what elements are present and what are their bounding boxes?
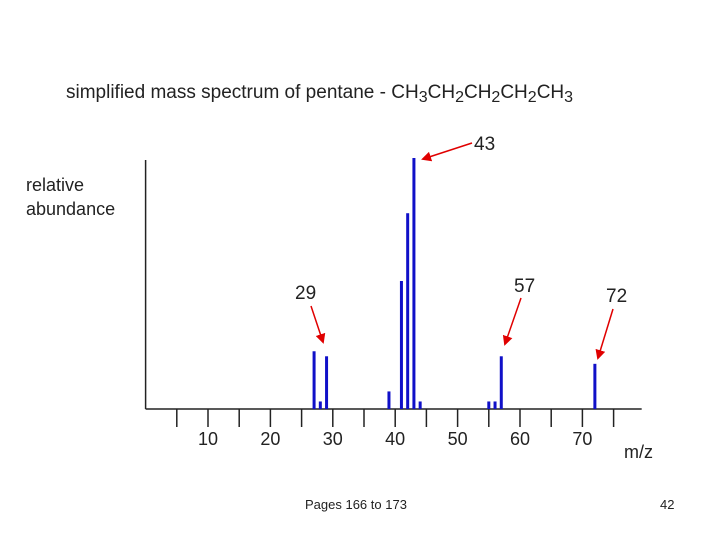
peak-annotation: 43 — [474, 134, 495, 155]
x-tick-label: 60 — [510, 429, 530, 449]
peak — [387, 391, 391, 409]
peak — [312, 351, 316, 409]
peak — [406, 213, 410, 409]
peak — [412, 158, 416, 409]
peak — [325, 356, 329, 409]
footer-text: Pages 166 to 173 — [305, 497, 407, 512]
peak — [318, 401, 322, 409]
annotation-arrow — [502, 297, 522, 346]
x-tick-label: 20 — [260, 429, 280, 449]
peak — [399, 280, 403, 409]
peak — [493, 401, 497, 409]
annotation-arrow — [421, 142, 473, 162]
page-number: 42 — [660, 497, 675, 512]
peak — [499, 356, 503, 409]
y-axis-label: relative abundance — [26, 175, 116, 219]
chart-title: simplified mass spectrum of pentane - CH… — [66, 82, 573, 106]
x-tick-label: 10 — [198, 429, 218, 449]
x-axis-label: m/z — [624, 442, 653, 462]
peak — [593, 363, 597, 409]
peak — [487, 401, 491, 409]
peak-annotation: 57 — [514, 276, 535, 297]
annotation-arrow — [595, 308, 614, 360]
x-tick-label: 70 — [572, 429, 592, 449]
x-tick-label: 50 — [448, 429, 468, 449]
peak — [418, 401, 422, 409]
peak-annotation: 72 — [606, 286, 627, 307]
peak-annotation: 29 — [295, 283, 316, 304]
annotation-arrow — [310, 305, 326, 344]
x-tick-label: 40 — [385, 429, 405, 449]
x-tick-label: 30 — [323, 429, 343, 449]
